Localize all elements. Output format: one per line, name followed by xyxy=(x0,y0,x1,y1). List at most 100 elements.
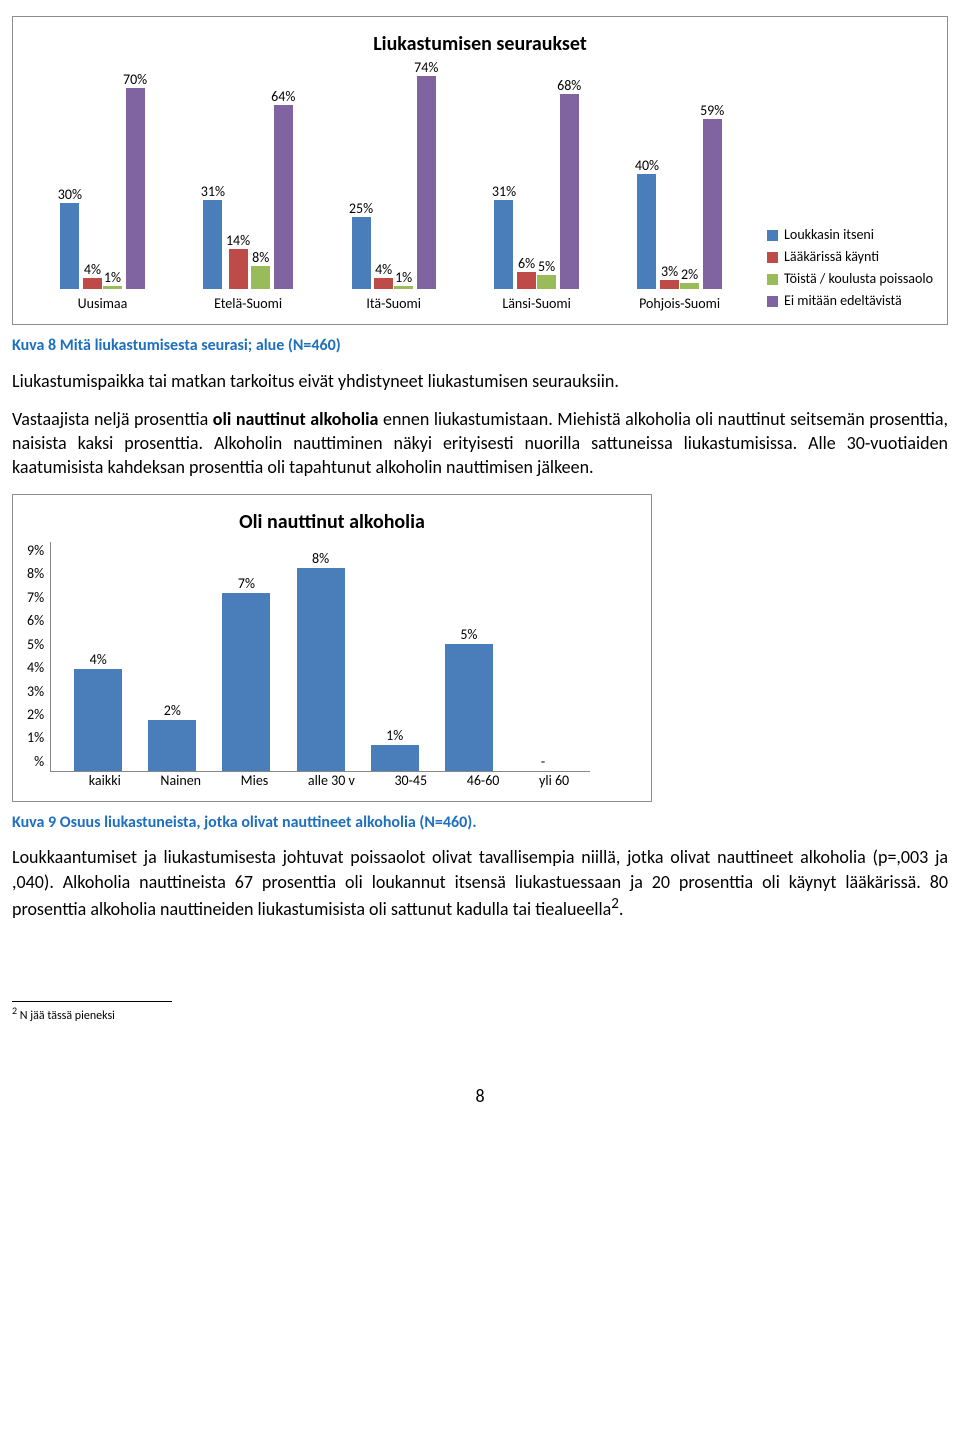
bar-value-label: 4% xyxy=(375,263,392,277)
chart-1-group: 25%4%1%74%Itä-Suomi xyxy=(349,59,438,314)
bar-value-label: 2% xyxy=(681,268,698,282)
bar xyxy=(660,280,679,289)
bar-value-label: - xyxy=(541,755,545,769)
bar xyxy=(537,275,556,289)
ytick-label: 8% xyxy=(27,565,44,584)
bar-value-label: 31% xyxy=(201,185,225,199)
bar xyxy=(560,94,579,290)
ytick-label: 9% xyxy=(27,542,44,561)
paragraph-3: Loukkaantumiset ja liukastumisesta johtu… xyxy=(12,845,948,921)
bar xyxy=(203,200,222,289)
bar xyxy=(274,105,293,289)
bar-value-label: 4% xyxy=(90,653,107,667)
bar-value-label: 64% xyxy=(271,90,295,104)
legend-swatch xyxy=(767,296,778,307)
caption-2: Kuva 9 Osuus liukastuneista, jotka oliva… xyxy=(12,812,948,834)
bar-value-label: 5% xyxy=(460,628,477,642)
footnote-rule xyxy=(12,1001,172,1002)
xtick-label: Nainen xyxy=(160,772,201,791)
bar xyxy=(251,266,270,289)
chart-1-group: 40%3%2%59%Pohjois-Suomi xyxy=(635,59,724,314)
bar xyxy=(148,720,196,771)
ytick-label: % xyxy=(27,753,44,772)
bar-value-label: 14% xyxy=(226,234,250,248)
group-label: Uusimaa xyxy=(78,295,128,314)
bar xyxy=(394,286,413,289)
legend-label: Töistä / koulusta poissaolo xyxy=(784,270,933,289)
chart-1: Liukastumisen seuraukset 30% 4% 1% 70% Uusim… xyxy=(12,16,948,325)
bar-value-label: 8% xyxy=(312,552,329,566)
paragraph-3-end: . xyxy=(619,898,624,920)
ytick-label: 2% xyxy=(27,706,44,725)
legend-swatch xyxy=(767,252,778,263)
chart-1-group: 31% 14%8% 64% Etelä-Suomi xyxy=(201,59,296,314)
bar xyxy=(297,568,345,771)
chart-1-group: 31%6%5%68%Länsi-Suomi xyxy=(492,59,581,314)
bar xyxy=(637,174,656,289)
legend-label: Loukkasin itseni xyxy=(784,226,874,245)
bar xyxy=(229,249,248,289)
bar-value-label: 5% xyxy=(538,260,555,274)
bar xyxy=(103,286,122,289)
bar xyxy=(374,278,393,290)
legend-swatch xyxy=(767,230,778,241)
legend-item: Loukkasin itseni xyxy=(767,226,933,245)
xtick-label: Mies xyxy=(241,772,269,791)
group-label: Etelä-Suomi xyxy=(214,295,282,314)
bar xyxy=(417,76,436,289)
bar xyxy=(680,283,699,289)
legend-item: Lääkärissä käynti xyxy=(767,248,933,267)
group-label: Itä-Suomi xyxy=(366,295,421,314)
ytick-label: 6% xyxy=(27,612,44,631)
bar xyxy=(445,644,493,771)
xtick-label: 46-60 xyxy=(467,772,500,791)
bar xyxy=(126,88,145,289)
chart-1-groups: 30% 4% 1% 70% Uusimaa 31% 14%8% 64% Etelä-Suomi 2… xyxy=(27,64,755,314)
chart-1-title: Liukastumisen seuraukset xyxy=(27,31,933,58)
legend-item: Töistä / koulusta poissaolo xyxy=(767,270,933,289)
legend-item: Ei mitään edeltävistä xyxy=(767,292,933,311)
bar-value-label: 68% xyxy=(557,79,581,93)
chart-1-body: 30% 4% 1% 70% Uusimaa 31% 14%8% 64% Etelä-Suomi 2… xyxy=(27,64,933,314)
group-label: Pohjois-Suomi xyxy=(639,295,720,314)
bar xyxy=(74,669,122,770)
chart-2-xlabels: kaikki Nainen Mies alle 30 v 30-45 46-60 yli 6… xyxy=(59,772,599,791)
chart-1-group: 30%4%1%70%Uusimaa xyxy=(58,59,147,314)
chart-2-xlabels-row: kaikki Nainen Mies alle 30 v 30-45 46-60 yli 6… xyxy=(27,772,637,791)
xtick-label: kaikki xyxy=(89,772,121,791)
bar xyxy=(371,745,419,770)
bar xyxy=(222,593,270,770)
bar xyxy=(517,272,536,289)
page-number: 8 xyxy=(12,1084,948,1108)
bar xyxy=(703,119,722,289)
caption-1: Kuva 8 Mitä liukastumisesta seurasi; alu… xyxy=(12,335,948,357)
chart-2: Oli nauttinut alkoholia 9% 8% 7% 6% 5% 4% 3% 2%… xyxy=(12,494,652,802)
paragraph-2-a: Vastaajista neljä prosenttia xyxy=(12,408,213,430)
paragraph-2-bold: oli nauttinut alkoholia xyxy=(213,408,379,430)
xtick-label: 30-45 xyxy=(394,772,427,791)
xtick-label: yli 60 xyxy=(539,772,569,791)
footnote: 2 N jää tässä pieneksi xyxy=(12,1004,948,1024)
ytick-label: 3% xyxy=(27,683,44,702)
legend-label: Lääkärissä käynti xyxy=(784,248,879,267)
bar-value-label: 31% xyxy=(492,185,516,199)
ytick-label: 4% xyxy=(27,659,44,678)
chart-2-yaxis: 9%8%7%6%5%4%3%2%1%% xyxy=(27,542,50,772)
legend-label: Ei mitään edeltävistä xyxy=(784,292,902,311)
paragraph-3-sup: 2 xyxy=(611,895,619,913)
chart-2-body: 9%8%7%6%5%4%3%2%1%% 4%2%7%8%1%5%- xyxy=(27,542,637,772)
bar-value-label: 8% xyxy=(252,251,269,265)
xtick-label: alle 30 v xyxy=(308,772,355,791)
bar-value-label: 1% xyxy=(386,729,403,743)
ytick-label: 1% xyxy=(27,729,44,748)
bar-value-label: 3% xyxy=(661,265,678,279)
chart-2-title: Oli nauttinut alkoholia xyxy=(27,509,637,536)
paragraph-2: Vastaajista neljä prosenttia oli nauttin… xyxy=(12,407,948,480)
bar-value-label: 6% xyxy=(518,257,535,271)
bar xyxy=(60,203,79,289)
bar-value-label: 74% xyxy=(414,61,438,75)
bar-value-label: 30% xyxy=(58,188,82,202)
bar-value-label: 1% xyxy=(104,271,121,285)
bar-value-label: 7% xyxy=(238,577,255,591)
bar-value-label: 70% xyxy=(123,73,147,87)
